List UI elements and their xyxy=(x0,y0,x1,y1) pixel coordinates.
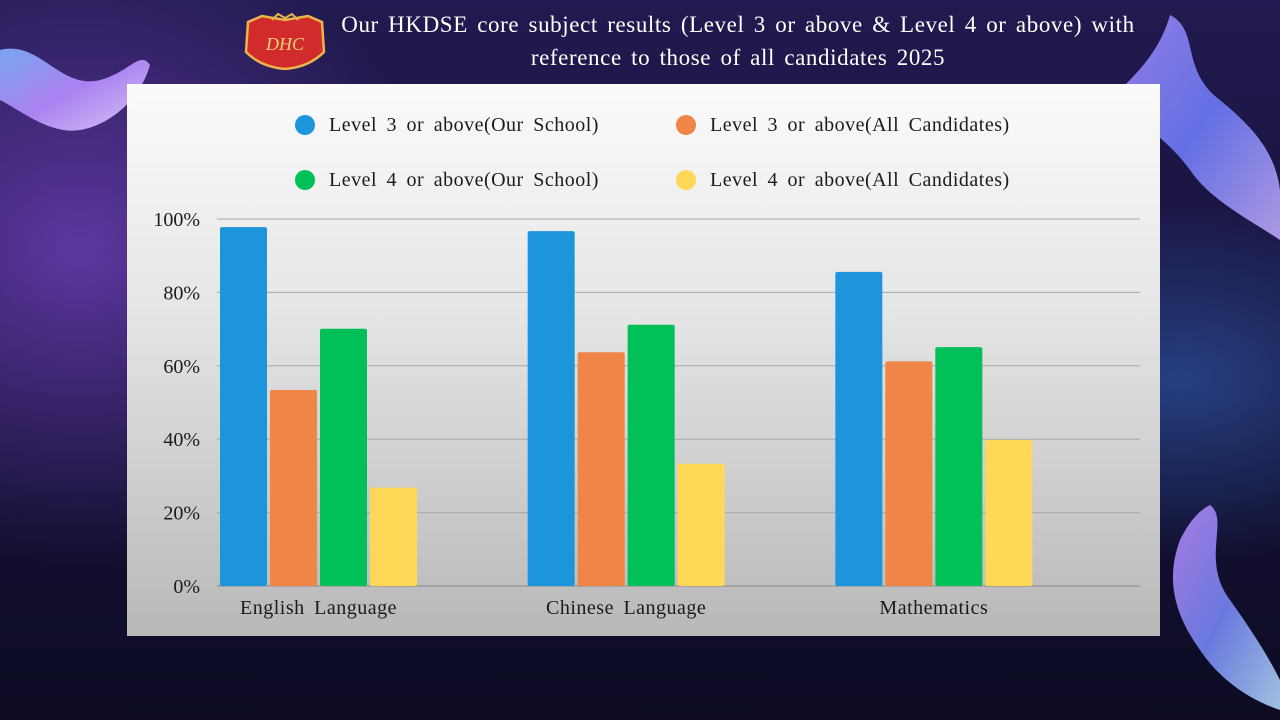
bar-english-language-series-1 xyxy=(270,390,317,586)
ribbon-decoration-top-right xyxy=(1120,15,1280,240)
legend-label: Level 3 or above(Our School) xyxy=(329,114,599,136)
page-title: Our HKDSE core subject results (Level 3 … xyxy=(341,12,1135,70)
ribbon-decoration-top-left xyxy=(0,48,150,131)
legend-label: Level 4 or above(All Candidates) xyxy=(710,169,1010,191)
y-tick-label: 0% xyxy=(173,576,200,598)
legend-swatch xyxy=(295,115,315,135)
bar-chinese-language-series-3 xyxy=(677,463,725,586)
y-tick-label: 100% xyxy=(153,209,200,231)
bar-mathematics-series-2 xyxy=(935,347,983,586)
bar-chinese-language-series-0 xyxy=(527,231,575,586)
y-tick-label: 40% xyxy=(163,429,200,451)
bar-english-language-series-0 xyxy=(220,227,267,586)
y-tick-label: 60% xyxy=(163,356,200,378)
logo-text: DHC xyxy=(265,34,305,54)
bar-english-language-series-3 xyxy=(370,487,417,586)
x-category-label: English Language xyxy=(240,597,397,619)
bar-mathematics-series-1 xyxy=(885,361,933,586)
bar-chinese-language-series-1 xyxy=(577,352,625,586)
chart-panel: Level 3 or above(Our School) Level 3 or a… xyxy=(127,84,1160,636)
x-category-label: Mathematics xyxy=(879,597,988,619)
y-tick-label: 20% xyxy=(163,503,200,525)
y-tick-label: 80% xyxy=(163,282,200,304)
school-crest-icon: DHC xyxy=(244,12,326,70)
legend-swatch xyxy=(295,170,315,190)
x-category-label: Chinese Language xyxy=(546,597,706,619)
legend-label: Level 4 or above(Our School) xyxy=(329,169,599,191)
legend-label: Level 3 or above(All Candidates) xyxy=(710,114,1010,136)
bar-chart: 0% 20% 40% 60% 80% 100% English Language Chines… xyxy=(153,209,1140,619)
legend-swatch xyxy=(676,170,696,190)
ribbon-decoration-bottom-right xyxy=(1172,505,1280,710)
header: DHC Our HKDSE core subject results (Leve… xyxy=(240,8,1140,76)
bar-mathematics-series-3 xyxy=(985,439,1033,586)
bar-chinese-language-series-2 xyxy=(627,324,675,586)
bar-mathematics-series-0 xyxy=(835,271,883,586)
legend-swatch xyxy=(676,115,696,135)
bar-english-language-series-2 xyxy=(320,328,367,586)
